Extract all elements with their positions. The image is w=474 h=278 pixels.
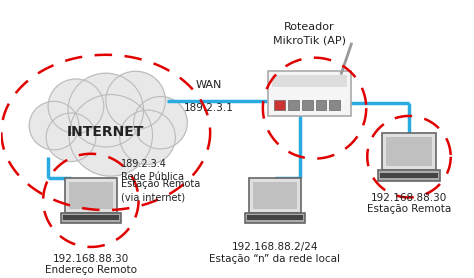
Text: 189.2.3.1: 189.2.3.1 bbox=[184, 103, 234, 113]
FancyBboxPatch shape bbox=[63, 215, 118, 220]
FancyBboxPatch shape bbox=[272, 75, 347, 87]
FancyBboxPatch shape bbox=[301, 100, 312, 110]
FancyBboxPatch shape bbox=[65, 178, 117, 213]
Circle shape bbox=[120, 110, 175, 165]
Text: Estação Remota
(via internet): Estação Remota (via internet) bbox=[121, 179, 200, 202]
FancyBboxPatch shape bbox=[247, 215, 302, 220]
Text: Roteador
MikroTik (AP): Roteador MikroTik (AP) bbox=[273, 22, 346, 45]
Circle shape bbox=[106, 71, 165, 130]
Circle shape bbox=[68, 73, 144, 147]
FancyBboxPatch shape bbox=[329, 100, 340, 110]
Text: 192.168.88.2/24: 192.168.88.2/24 bbox=[231, 242, 318, 252]
Circle shape bbox=[134, 96, 187, 149]
FancyBboxPatch shape bbox=[288, 100, 299, 110]
FancyBboxPatch shape bbox=[316, 100, 327, 110]
Text: WAN: WAN bbox=[195, 80, 222, 90]
Text: Estação Remota: Estação Remota bbox=[367, 204, 451, 214]
FancyBboxPatch shape bbox=[380, 173, 438, 178]
FancyBboxPatch shape bbox=[274, 100, 285, 110]
FancyBboxPatch shape bbox=[378, 170, 440, 181]
FancyBboxPatch shape bbox=[268, 71, 351, 116]
Circle shape bbox=[48, 79, 104, 133]
Text: INTERNET: INTERNET bbox=[67, 125, 145, 140]
Text: Endereço Remoto: Endereço Remoto bbox=[45, 265, 137, 275]
FancyBboxPatch shape bbox=[249, 178, 301, 213]
Text: 192.168.88.30: 192.168.88.30 bbox=[53, 254, 129, 264]
FancyBboxPatch shape bbox=[69, 182, 113, 209]
Circle shape bbox=[69, 95, 153, 176]
FancyBboxPatch shape bbox=[386, 137, 432, 167]
Text: 189.2.3.4
Rede Pública: 189.2.3.4 Rede Pública bbox=[121, 159, 184, 182]
FancyBboxPatch shape bbox=[245, 213, 304, 223]
FancyBboxPatch shape bbox=[382, 133, 437, 170]
FancyBboxPatch shape bbox=[253, 182, 297, 209]
Circle shape bbox=[46, 113, 96, 162]
FancyBboxPatch shape bbox=[61, 213, 120, 223]
Text: Estação “n” da rede local: Estação “n” da rede local bbox=[210, 254, 340, 264]
Text: 192.168.88.30: 192.168.88.30 bbox=[371, 193, 447, 203]
Circle shape bbox=[29, 101, 79, 150]
